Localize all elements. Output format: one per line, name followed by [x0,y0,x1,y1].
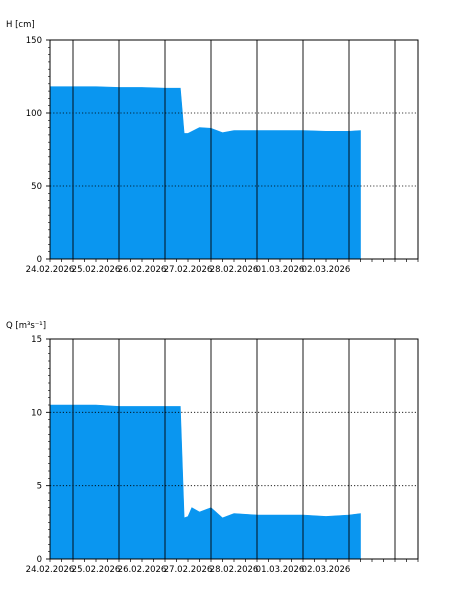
x-tick-label: 02.03.2026 [302,265,351,275]
y-tick-label: 10 [31,408,42,418]
x-tick-label: 02.03.2026 [302,565,351,575]
x-tick-label: 26.02.2026 [118,565,167,575]
chart-h: 0 50 100 150 24.02.2026 25.02.2026 26.02.2026 2… [6,20,419,275]
x-tick-label: 28.02.2026 [210,265,259,275]
x-tick-label: 27.02.2026 [164,265,213,275]
y-tick-label: 5 [37,482,42,492]
x-tick-label: 25.02.2026 [72,265,121,275]
x-tick-label: 24.02.2026 [26,565,75,575]
y-axis-title: H [cm] [6,20,35,30]
x-tick-label: 27.02.2026 [164,565,213,575]
y-axis-title: Q [m³s⁻¹] [6,321,46,331]
x-tick-label: 01.03.2026 [256,565,305,575]
y-tick-label: 15 [31,335,42,345]
y-tick-label: 150 [26,36,42,46]
x-tick-label: 01.03.2026 [256,265,305,275]
x-tick-label: 24.02.2026 [26,265,75,275]
discharge-chart: 0 5 10 15 24.02.202625.02.202626.02.202627.0… [6,321,419,575]
y-tick-label: 50 [31,182,42,192]
series-area-0 [49,86,361,260]
y-tick-label: 0 [37,255,42,265]
series-area-0 [49,404,361,560]
y-tick-label: 100 [26,109,42,119]
water-level-chart: 05010015024.02.202625.02.202626.02.20262… [6,20,419,275]
x-tick-label: 28.02.2026 [210,565,259,575]
x-tick-label: 25.02.2026 [72,565,121,575]
chart-q: 0 5 10 15 24.02.2026 25.02.2026 26.02.2026 27.0… [0,310,450,600]
x-tick-label: 26.02.2026 [118,265,167,275]
y-tick-label: 0 [37,555,42,565]
